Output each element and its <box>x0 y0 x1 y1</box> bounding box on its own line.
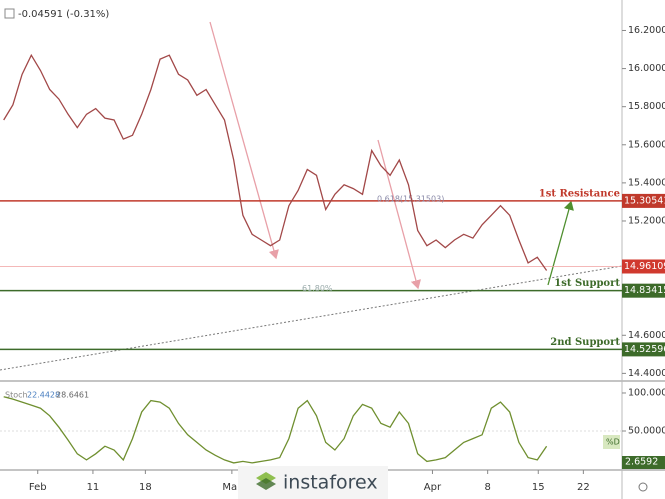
level-name: 2nd Support <box>550 337 620 348</box>
x-tick-label: 11 <box>87 482 100 493</box>
level-value: 15.30541 <box>624 195 665 206</box>
x-tick-label: 8 <box>484 482 490 493</box>
logo: instaforex <box>238 466 388 499</box>
settings-icon[interactable] <box>638 482 648 492</box>
y-tick-label: 16.00000 <box>628 63 665 74</box>
y-tick-label: 14.40000 <box>628 368 665 379</box>
y-tick-label: 15.60000 <box>628 139 665 150</box>
x-tick-label: Feb <box>29 482 47 493</box>
level-name: 1st Support <box>554 278 620 289</box>
logo-icon <box>256 478 276 490</box>
y-tick-label: 50.0000 <box>628 425 665 436</box>
y-tick-label: 14.60000 <box>628 330 665 341</box>
price-change: -0.04591 (-0.31%) <box>18 9 109 20</box>
level-box <box>622 342 665 357</box>
level-name: 1st Resistance <box>539 188 620 199</box>
series-line <box>3 396 548 464</box>
x-tick-label: 22 <box>577 482 590 493</box>
indicator-name: Stoch <box>5 391 28 400</box>
indicator-reading: 22.4428 <box>27 391 60 400</box>
toggle-icon[interactable] <box>4 8 15 19</box>
y-tick-label: 15.40000 <box>628 177 665 188</box>
y-tick-label: 15.20000 <box>628 215 665 226</box>
fib-label: 0.618(15.31503) <box>377 194 444 203</box>
level-value: 14.52596 <box>624 344 665 355</box>
current-price-value: 14.96109 <box>624 261 665 272</box>
arrow <box>209 21 279 260</box>
current-label-box <box>603 435 620 449</box>
level-box <box>622 193 665 208</box>
current-price-box <box>622 259 665 274</box>
arrow <box>547 200 574 286</box>
indicator-reading: 28.6461 <box>56 391 89 400</box>
current-label: %D <box>606 438 620 447</box>
fib-percent: 61.80% <box>302 284 333 293</box>
x-tick-label: 15 <box>532 482 545 493</box>
y-tick-label: 100.0000 <box>628 387 665 398</box>
x-tick-label: Apr <box>424 482 442 493</box>
level-value: 14.83415 <box>624 285 665 296</box>
arrow <box>377 139 421 290</box>
y-tick-label: 15.80000 <box>628 101 665 112</box>
level-box <box>622 283 665 298</box>
x-tick-label: Mar <box>222 482 242 493</box>
current-value-box <box>622 456 665 469</box>
series-line <box>3 53 548 271</box>
current-value: 2.6592 <box>625 457 658 468</box>
x-tick-label: 18 <box>139 482 152 493</box>
trend-line <box>0 265 623 371</box>
logo-text: instaforex <box>283 472 378 494</box>
y-tick-label: 16.20000 <box>628 25 665 36</box>
